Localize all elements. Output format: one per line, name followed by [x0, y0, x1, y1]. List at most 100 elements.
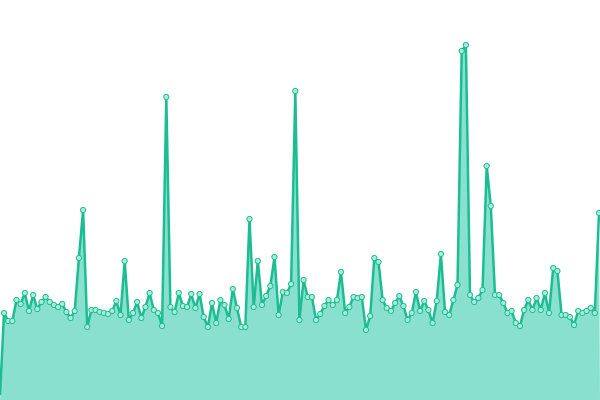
point-marker: [142, 303, 149, 311]
point-marker: [283, 289, 291, 297]
point-marker: [554, 267, 561, 275]
point-marker: [550, 264, 557, 272]
point-marker: [17, 300, 24, 308]
point-marker: [587, 304, 594, 312]
point-marker: [358, 293, 365, 301]
point-marker: [416, 307, 424, 315]
point-marker: [275, 311, 282, 319]
point-marker: [79, 206, 87, 214]
point-marker: [367, 312, 374, 320]
point-marker: [321, 302, 328, 310]
point-marker: [263, 292, 270, 300]
point-marker: [254, 257, 261, 265]
point-marker: [346, 303, 353, 311]
point-marker: [233, 304, 241, 312]
point-marker: [466, 291, 474, 299]
point-marker: [566, 313, 573, 321]
point-marker: [437, 250, 444, 258]
point-marker: [121, 257, 128, 265]
point-marker: [117, 311, 124, 319]
point-marker: [258, 301, 266, 309]
point-marker: [34, 305, 41, 313]
point-marker: [371, 254, 378, 262]
point-marker: [225, 315, 232, 323]
point-marker: [183, 303, 191, 311]
point-marker: [483, 162, 490, 170]
point-marker: [0, 309, 8, 317]
point-marker: [383, 304, 390, 312]
point-marker: [46, 298, 53, 306]
point-marker: [242, 323, 249, 331]
point-marker: [404, 316, 411, 324]
point-marker: [512, 319, 519, 327]
point-marker: [521, 306, 528, 314]
point-marker: [138, 314, 145, 322]
point-marker: [425, 306, 432, 314]
point-marker: [267, 282, 274, 290]
point-marker: [104, 310, 112, 318]
point-marker: [221, 301, 228, 309]
point-marker: [38, 298, 45, 306]
point-marker: [84, 323, 91, 331]
point-marker: [13, 296, 20, 304]
point-marker: [54, 303, 62, 311]
point-marker: [429, 319, 436, 327]
point-marker: [450, 296, 457, 304]
point-marker: [150, 306, 157, 314]
point-marker: [188, 290, 195, 298]
point-marker: [287, 280, 295, 288]
point-marker: [392, 299, 399, 307]
point-marker: [175, 289, 182, 297]
point-marker: [250, 303, 257, 311]
point-marker: [458, 47, 465, 55]
point-marker: [412, 288, 420, 296]
point-marker: [433, 297, 440, 305]
point-marker: [362, 326, 370, 334]
point-marker: [487, 202, 494, 210]
point-marker: [113, 297, 120, 305]
point-marker: [67, 314, 74, 322]
point-marker: [454, 281, 461, 289]
point-marker: [396, 292, 403, 300]
point-marker: [337, 268, 345, 276]
point-marker: [129, 309, 137, 317]
point-marker: [408, 309, 415, 317]
point-marker: [63, 308, 70, 316]
point-marker: [208, 299, 216, 307]
point-marker: [25, 307, 33, 315]
point-marker: [21, 289, 28, 297]
point-marker: [525, 296, 532, 304]
point-marker: [171, 308, 178, 316]
point-marker: [154, 309, 162, 317]
point-marker: [134, 298, 141, 306]
point-marker: [387, 307, 395, 315]
point-marker: [475, 294, 482, 302]
point-marker: [591, 309, 598, 317]
area-fill: [0, 45, 600, 400]
point-marker: [296, 316, 303, 324]
point-marker: [163, 93, 170, 101]
point-marker: [292, 87, 299, 95]
point-marker: [300, 276, 307, 284]
point-marker: [471, 298, 478, 306]
point-marker: [595, 209, 600, 217]
point-marker: [30, 291, 37, 299]
point-marker: [545, 309, 553, 317]
point-marker: [9, 317, 16, 325]
point-marker: [570, 321, 578, 329]
point-marker: [109, 307, 116, 315]
point-marker: [308, 293, 316, 301]
point-marker: [75, 254, 82, 262]
point-marker: [375, 258, 382, 266]
point-marker: [537, 306, 544, 314]
point-marker: [421, 297, 428, 305]
point-marker: [71, 307, 78, 315]
point-marker: [379, 296, 386, 304]
point-marker: [317, 310, 324, 318]
point-marker: [159, 322, 166, 330]
point-marker: [229, 285, 236, 293]
point-marker: [271, 253, 278, 261]
point-marker: [167, 303, 174, 311]
point-marker: [246, 215, 253, 223]
point-marker: [325, 296, 332, 304]
